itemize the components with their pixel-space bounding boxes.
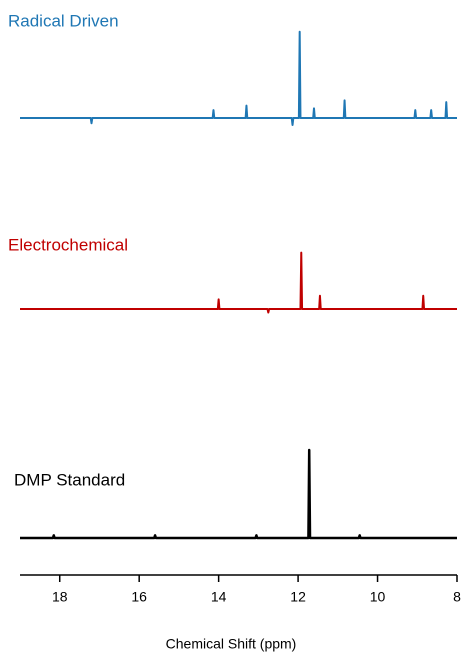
x-tick-label: 16 — [131, 589, 147, 605]
series-label: Electrochemical — [8, 235, 128, 254]
x-tick-label: 8 — [453, 589, 461, 605]
x-tick-label: 14 — [211, 589, 227, 605]
x-axis-label: Chemical Shift (ppm) — [166, 636, 297, 652]
spectrum-line — [20, 251, 457, 314]
x-tick-label: 18 — [52, 589, 68, 605]
spectrum-line — [20, 448, 457, 540]
series-label: Radical Driven — [8, 11, 119, 30]
x-tick-label: 12 — [290, 589, 306, 605]
spectrum-line — [20, 30, 457, 127]
x-tick-label: 10 — [370, 589, 386, 605]
series-label: DMP Standard — [14, 470, 125, 489]
